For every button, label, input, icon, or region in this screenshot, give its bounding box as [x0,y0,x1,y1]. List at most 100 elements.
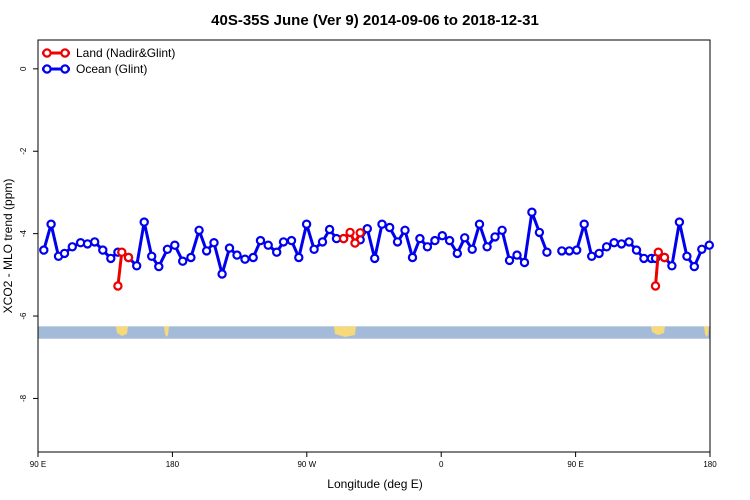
land-point [659,252,670,263]
ocean-series [123,217,349,279]
land-point [123,252,134,263]
ocean-point [309,244,319,254]
land-patch [116,326,128,336]
land-series [113,247,134,291]
ocean-point [415,233,425,244]
y-tick-label: -8 [19,394,28,402]
ocean-point [186,252,196,263]
ocean-point [248,252,258,263]
land-point [350,238,360,248]
x-tick-label: 0 [439,460,444,469]
ocean-point [39,245,49,255]
ocean-point [255,235,266,246]
ocean-point [697,244,707,254]
ocean-point [564,246,575,256]
land-point [345,227,355,238]
chart-title: 40S-35S June (Ver 9) 2014-09-06 to 2018-… [211,12,539,29]
ocean-point [482,242,492,252]
ocean-point [131,261,142,271]
ocean-point [407,252,418,263]
ocean-series [39,219,123,264]
ocean-point [362,223,372,234]
ocean-series [557,219,661,264]
ocean-point [400,225,410,235]
ocean-point [572,245,582,255]
legend-label: Land (Nadir&Glint) [76,46,175,60]
x-tick-label: 90 E [30,460,46,469]
series-layer [39,207,715,291]
land-point [650,281,661,291]
ocean-point [240,254,250,264]
ocean-point [631,245,642,255]
ocean-point [224,243,235,253]
land-patch [651,326,665,335]
x-axis: 90 E 180 90 W 0 90 E 180 [30,452,717,469]
ocean-point [594,248,604,259]
x-tick-label: 90 W [297,460,316,469]
y-tick-label: -4 [19,230,28,238]
y-tick-label: -6 [19,312,28,320]
land-patch [164,326,169,337]
land-patch [704,326,709,337]
ocean-point [194,225,204,235]
ocean-series [659,217,715,272]
ocean-point [460,233,470,243]
y-axis-label: XCO2 - MLO trend (ppm) [1,179,15,314]
ocean-point [557,246,567,256]
legend-marker [60,64,70,74]
legend-marker [60,48,70,58]
ocean-point [385,222,395,233]
ocean-point [177,256,188,266]
ocean-point [278,237,289,247]
ocean-point [497,225,507,235]
ocean-point [154,261,164,272]
ocean-point [527,207,537,217]
ocean-point [534,227,545,238]
land-series [650,247,670,291]
x-tick-label: 180 [703,460,717,469]
y-tick-label: 0 [19,66,28,71]
ocean-point [98,245,108,255]
ocean-point [444,235,455,246]
ocean-point [162,244,173,254]
ocean-point [294,252,304,263]
ocean-point [542,247,552,257]
legend-marker [42,64,52,74]
ocean-point [682,251,692,261]
ocean-point [579,219,589,229]
ocean-point [639,253,649,264]
ocean-point [232,250,242,260]
ocean-point [286,235,297,246]
ocean-point [667,261,677,271]
ocean-point [392,237,403,247]
ocean-point [146,251,157,261]
land-ocean-band [38,326,710,339]
ocean-point [89,237,100,247]
ocean-point [430,235,440,246]
ocean-point [201,246,212,256]
ocean-point [301,219,312,229]
ocean-point [370,253,380,264]
ocean-point [217,269,227,279]
ocean-point [272,247,282,257]
ocean-point [616,239,627,249]
ocean-point [674,217,685,227]
ocean-point [139,217,149,227]
ocean-point [59,248,70,259]
ocean-point [106,253,116,264]
ocean-series [355,207,552,268]
ocean-point [504,255,515,266]
land-series [338,227,365,248]
ocean-point [452,248,462,259]
ocean-point [490,232,500,242]
y-axis: 0 -2 -4 -6 -8 [19,66,38,402]
x-tick-label: 180 [166,460,180,469]
x-axis-label: Longitude (deg E) [327,477,422,491]
ocean-point [519,257,530,268]
land-point [113,281,123,291]
ocean-point [263,240,273,250]
ocean-point [624,237,634,247]
ocean-point [437,230,447,241]
ocean-point [170,240,180,250]
